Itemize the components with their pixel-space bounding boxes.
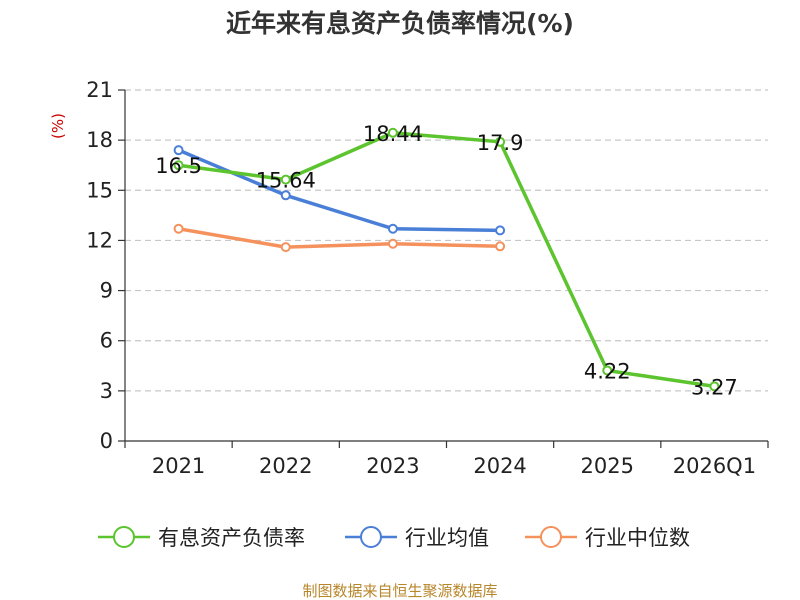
y-tick-label: 3	[100, 379, 113, 403]
data-point	[173, 160, 184, 171]
legend-swatch-marker	[540, 526, 562, 548]
y-axis-ticks: 0 3 6 9 12 15 18 21	[86, 78, 125, 453]
y-tick-label: 0	[100, 429, 113, 453]
y-tick-label: 12	[86, 228, 113, 252]
legend-label: 行业均值	[405, 526, 489, 550]
x-tick-label: 2022	[259, 454, 312, 478]
data-point	[387, 127, 398, 138]
x-tick-label: 2026Q1	[673, 454, 756, 478]
series-lines	[173, 127, 720, 392]
y-tick-label: 18	[86, 128, 113, 152]
legend-label: 有息资产负债率	[158, 526, 305, 550]
data-point	[387, 238, 398, 249]
chart-title: 近年来有息资产负债率情况(%)	[226, 9, 574, 38]
x-tick-label: 2025	[581, 454, 634, 478]
data-point	[173, 145, 184, 156]
data-label: 18.44	[363, 122, 423, 146]
data-point	[495, 225, 506, 236]
data-point	[602, 365, 613, 376]
data-label: 3.27	[691, 375, 738, 399]
data-label: 15.64	[256, 169, 316, 193]
data-point	[709, 381, 720, 392]
y-tick-label: 15	[86, 178, 113, 202]
data-label: 4.22	[584, 359, 631, 383]
data-point	[495, 136, 506, 147]
y-tick-label: 6	[100, 329, 113, 353]
y-tick-label: 9	[100, 279, 113, 303]
source-note: 制图数据来自恒生聚源数据库	[302, 582, 497, 600]
legend-swatch-marker	[113, 526, 135, 548]
data-point	[173, 223, 184, 234]
x-tick-label: 2021	[152, 454, 205, 478]
legend: 有息资产负债率 行业均值 行业中位数	[98, 526, 690, 550]
data-point	[280, 190, 291, 201]
data-point	[280, 174, 291, 185]
x-axis-ticks: 2021 2022 2023 2024 2025 2026Q1	[124, 441, 769, 478]
series-line-0	[178, 131, 715, 389]
axes	[124, 90, 768, 442]
legend-swatch-marker	[360, 526, 382, 548]
x-tick-label: 2024	[473, 454, 526, 478]
data-point	[387, 223, 398, 234]
data-point	[280, 242, 291, 253]
legend-label: 行业中位数	[585, 526, 690, 550]
x-tick-label: 2023	[366, 454, 419, 478]
data-label: 17.9	[477, 131, 524, 155]
data-label: 16.5	[155, 154, 202, 178]
data-labels: 16.5 15.64 18.44 17.9 4.22 3.27	[155, 122, 738, 400]
y-tick-label: 21	[86, 78, 113, 102]
grid-lines	[125, 89, 768, 392]
y-axis-unit: (%)	[49, 113, 67, 139]
data-point	[495, 241, 506, 252]
series-line-2	[178, 227, 501, 249]
